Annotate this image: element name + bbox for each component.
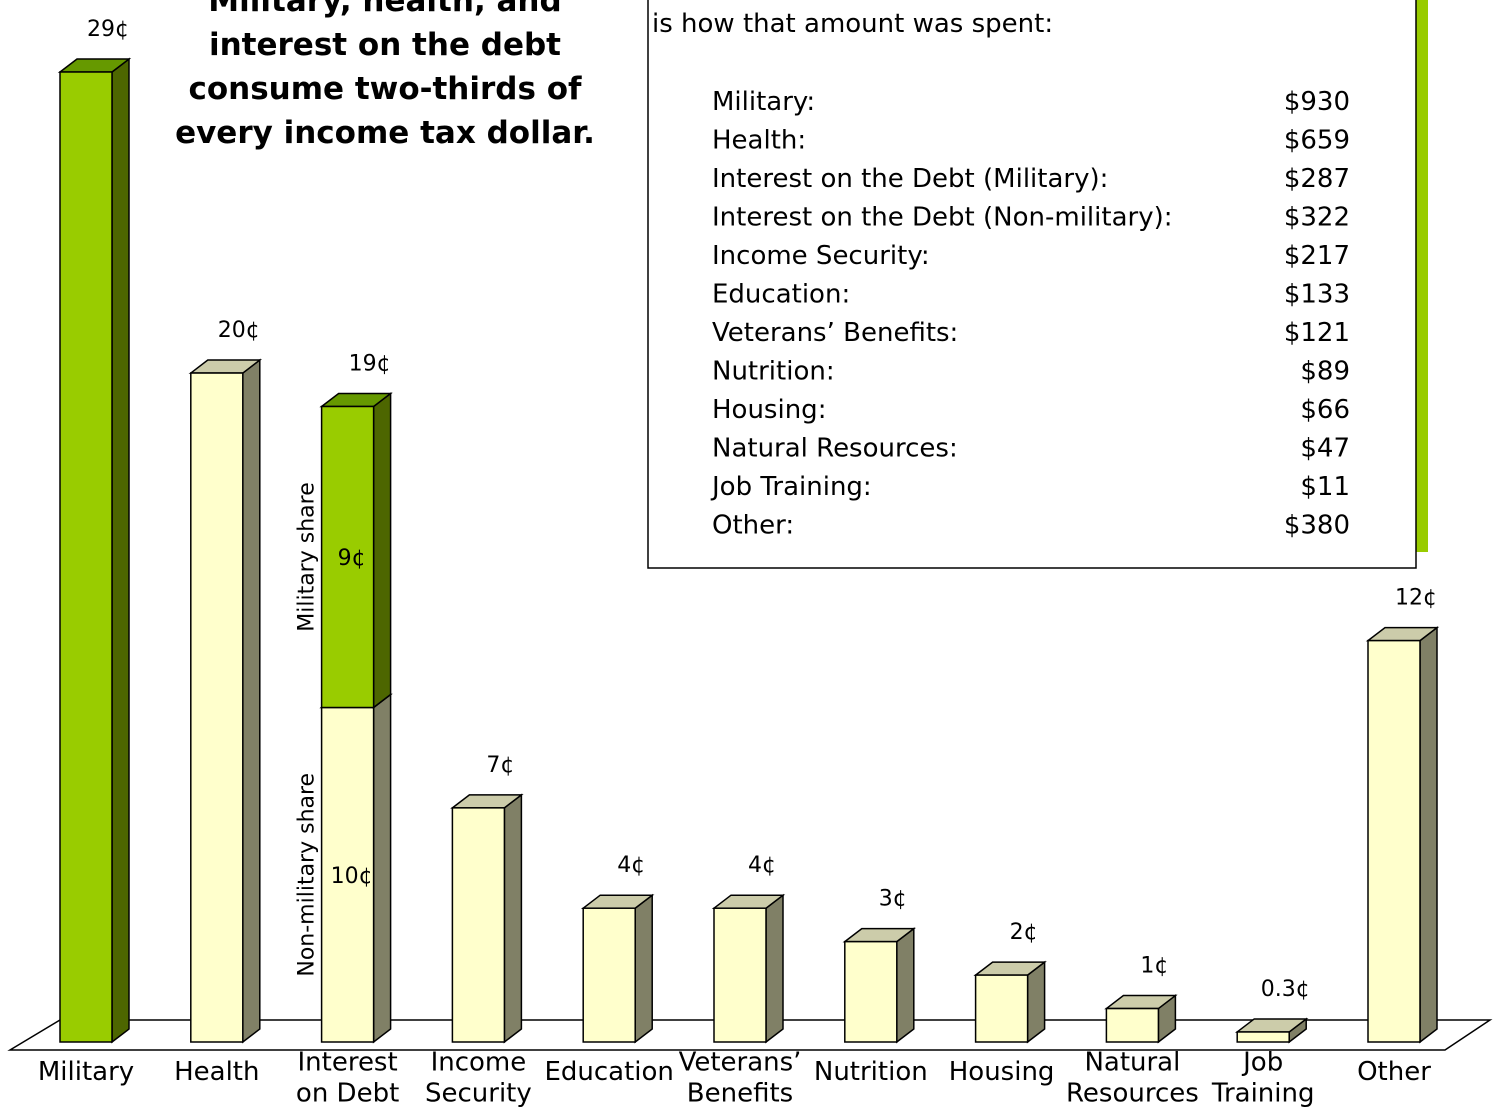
x-tick-label: Education (544, 1057, 673, 1087)
value-label: 20¢ (218, 318, 260, 343)
bar (451, 807, 506, 1043)
bar-side (242, 358, 261, 1044)
row-amount: $322 (1284, 203, 1350, 233)
bar-side (372, 692, 392, 1044)
row-label: Education: (712, 280, 850, 310)
bar (713, 907, 767, 1043)
row-label: Housing: (712, 395, 826, 425)
series-label: Military share (295, 482, 320, 631)
box-note: is how that amount was spent: (652, 9, 1053, 39)
row-amount: $930 (1284, 87, 1350, 117)
x-tick-label: Military (38, 1057, 134, 1087)
bar-side (503, 793, 523, 1044)
bar-side (111, 57, 130, 1044)
value-label: 19¢ (349, 351, 391, 376)
bar (1367, 639, 1421, 1043)
box-shadow (1416, 0, 1428, 552)
row-amount: $66 (1300, 395, 1350, 425)
bar (320, 405, 375, 709)
row-label: Interest on the Debt (Military): (712, 164, 1108, 194)
row-amount: $11 (1300, 472, 1350, 502)
x-tick-label: Veterans’ Benefits (679, 1048, 802, 1109)
bar-side (372, 391, 392, 710)
bar (844, 940, 898, 1043)
x-tick-label: Job Training (1211, 1048, 1315, 1109)
value-label: 7¢ (486, 753, 514, 778)
row-label: Job Training: (710, 472, 872, 502)
x-tick-label: Health (174, 1057, 259, 1087)
row-amount: $287 (1284, 164, 1350, 194)
row-amount: $659 (1284, 126, 1350, 156)
row-label: Health: (712, 126, 806, 156)
x-tick-label: Interest on Debt (296, 1048, 399, 1109)
bar (59, 71, 113, 1043)
row-label: Veterans’ Benefits: (712, 318, 958, 348)
row-amount: $380 (1284, 511, 1350, 541)
value-label: 4¢ (617, 853, 645, 878)
bar (190, 372, 244, 1043)
row-label: Other: (712, 511, 794, 541)
segment-label: 10¢ (331, 864, 373, 889)
row-amount: $121 (1284, 318, 1350, 348)
x-tick-label: Income Security (425, 1048, 532, 1109)
chart-title: Military, health, and interest on the deb… (175, 0, 595, 151)
row-amount: $47 (1300, 434, 1350, 464)
row-label: Interest on the Debt (Non-military): (712, 203, 1172, 233)
row-label: Natural Resources: (712, 434, 958, 464)
segment-label: 9¢ (338, 546, 366, 571)
bar (1236, 1031, 1290, 1043)
row-label: Military: (712, 87, 815, 117)
bar (1105, 1007, 1160, 1043)
bar (974, 974, 1029, 1043)
bar-side (765, 893, 784, 1044)
value-label: 0.3¢ (1261, 977, 1310, 1002)
x-tick-label: Other (1357, 1057, 1431, 1087)
bar (582, 907, 636, 1043)
value-label: 3¢ (879, 887, 907, 912)
value-label: 12¢ (1395, 586, 1437, 611)
bar-side (1419, 626, 1438, 1044)
row-label: Nutrition: (712, 357, 835, 387)
row-amount: $133 (1284, 280, 1350, 310)
x-tick-label: Housing (949, 1057, 1055, 1087)
bar (320, 706, 375, 1043)
text-box (647, 0, 1417, 569)
bar-side (896, 927, 915, 1044)
value-label: 2¢ (1010, 920, 1038, 945)
x-tick-label: Natural Resources (1066, 1048, 1199, 1109)
value-label: 1¢ (1140, 954, 1168, 979)
row-amount: $89 (1300, 357, 1350, 387)
bar-side (634, 893, 653, 1044)
series-label: Non-military share (295, 773, 320, 977)
row-label: Income Security: (712, 241, 930, 271)
value-label: 29¢ (87, 17, 129, 42)
row-amount: $217 (1284, 241, 1350, 271)
value-label: 4¢ (748, 853, 776, 878)
x-tick-label: Nutrition (814, 1057, 928, 1087)
